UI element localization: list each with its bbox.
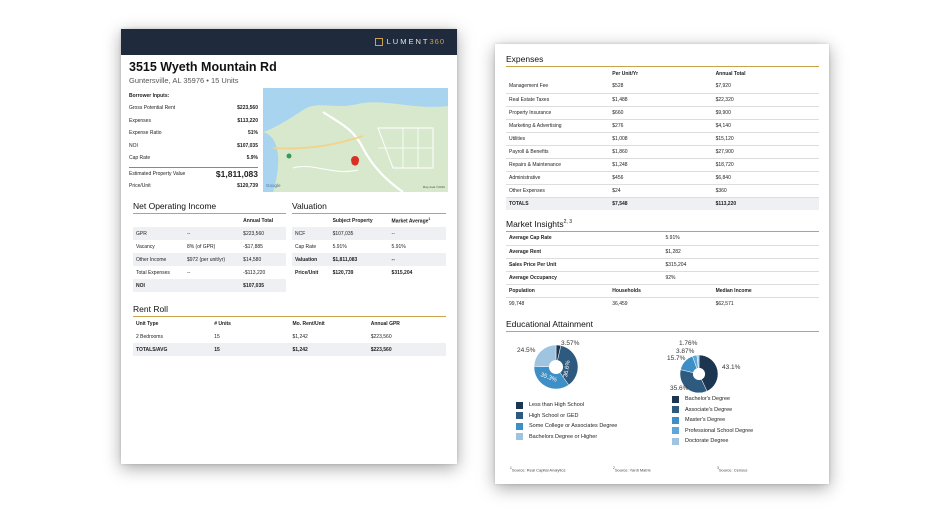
legend-item: Doctorate Degree: [672, 436, 753, 447]
pie-right-label-d: 3.87%: [676, 348, 695, 355]
noi-title: Net Operating Income: [133, 201, 286, 214]
property-address: 3515 Wyeth Mountain Rd: [129, 60, 277, 74]
pie-slice: [555, 345, 579, 386]
pie-slice: [533, 366, 570, 390]
education-pie-right-svg: [679, 354, 719, 394]
table-row: NCF $107,035 --: [292, 227, 446, 240]
map-attribution: Google: [266, 183, 281, 188]
table-row: Total Expenses -- -$113,220: [136, 269, 266, 276]
table-row: Real Estate Taxes $1,488 $22,320: [506, 93, 819, 107]
market-insights-title: Market Insights2, 3: [506, 219, 819, 232]
table-row: Cap Rate 5.91% 5.91%: [295, 243, 406, 250]
borrower-inputs: Borrower Inputs: Gross Potential Rent $22…: [129, 93, 258, 192]
pie-right-label-a: 43.1%: [722, 364, 741, 371]
educational-attainment-section: Educational Attainment: [506, 319, 819, 332]
table-row: Marketing & Advertising $276 $4,140: [506, 119, 819, 133]
pie-right-label-e: 1.76%: [679, 340, 698, 347]
market-insights-table: Average Cap Rate 5.91% Average Rent $1,282…: [506, 232, 819, 285]
footnote-2: 2Source: Yardi Matrix: [613, 466, 651, 473]
table-row: TOTALS/AVG 15 $1,242 $223,560: [133, 343, 446, 356]
noi-table: Annual Total GPR -- $223,560 Vacancy 8% (of…: [133, 214, 286, 292]
legend-item: High School or GED: [516, 411, 617, 422]
table-row: Management Fee $528 $7,920: [506, 80, 819, 94]
logo-mark-icon: [374, 37, 383, 46]
table-row: GPR -- $223,560: [133, 227, 286, 240]
table-row: Vacancy 8% (of GPR) -$17,885: [136, 243, 263, 250]
table-row: NOI $107,035: [133, 279, 286, 292]
lument-logo: LUMENT360: [374, 37, 445, 46]
net-operating-income-section: Net Operating Income Annual Total GPR -- $…: [133, 201, 286, 292]
table-row: TOTALS $7,548 $113,220: [506, 197, 819, 210]
table-row: Utilities $1,008 $15,120: [506, 132, 819, 146]
table-row: Average Cap Rate 5.91%: [506, 232, 819, 246]
legend-item: Some College or Associates Degree: [516, 421, 617, 432]
valuation-title: Valuation: [292, 201, 446, 214]
table-row: Payroll & Benefits $1,860 $27,900: [506, 145, 819, 159]
estimated-value-row: Estimated Property Value $1,811,083: [129, 166, 258, 181]
legend-item: Less than High School: [516, 400, 617, 411]
education-pie-left-svg: [533, 344, 579, 390]
input-row: Cap Rate 5.9%: [129, 155, 258, 162]
footnote-3: 3Source: Census: [717, 466, 748, 473]
input-row: Expenses $113,220: [129, 117, 258, 124]
legend-item: Professional School Degree: [672, 426, 753, 437]
valuation-table: Subject Property Market Average1 NCF $107,…: [292, 214, 446, 279]
rent-roll-table: Unit Type # Units Mo. Rent/Unit Annual GPR …: [133, 317, 446, 356]
map-graphic: [263, 88, 448, 192]
table-row: Other Expenses $24 $360: [506, 184, 819, 198]
price-unit-row: Price/Unit $120,739: [129, 183, 258, 189]
table-row: 99,748 36,459 $62,571: [509, 301, 734, 308]
legend-item: Associate's Degree: [672, 405, 753, 416]
report-page-1: LUMENT360 3515 Wyeth Mountain Rd Gunters…: [121, 29, 457, 464]
input-row: Expense Ratio 51%: [129, 130, 258, 137]
pie-right-label-b: 35.6%: [670, 385, 689, 392]
pie-left-label-a: 3.57%: [561, 340, 580, 347]
market-insights-section: Market Insights2, 3 Average Cap Rate 5.91…: [506, 219, 819, 311]
input-row: NOI $107,035: [129, 142, 258, 149]
header-bar: LUMENT360: [121, 29, 457, 55]
pie-slice: [698, 354, 719, 392]
education-legend-left: Less than High School High School or GED…: [516, 400, 617, 442]
logo-text: LUMENT: [386, 37, 430, 46]
rent-roll-title: Rent Roll: [133, 304, 446, 317]
input-row: Gross Potential Rent $223,560: [129, 105, 258, 112]
footnote-1: 1Source: Real Capital Analytics: [510, 466, 566, 473]
table-row: 2 Bedrooms 15 $1,242 $223,560: [136, 333, 392, 340]
demographics-table: Population Households Median Income 99,748…: [506, 284, 819, 311]
pie-slice: [533, 344, 557, 368]
pie-slice: [679, 369, 708, 394]
valuation-section: Valuation Subject Property Market Average…: [292, 201, 446, 279]
pie-left-label-d: 24.5%: [517, 347, 536, 354]
pie-right-label-c: 15.7%: [667, 355, 686, 362]
table-row: Valuation $1,811,083 --: [292, 253, 446, 266]
table-row: Average Rent $1,282: [506, 245, 819, 259]
donut-hole: [548, 359, 564, 375]
location-map[interactable]: Google Map data ©2020: [263, 88, 448, 192]
table-row: Repairs & Maintenance $1,248 $18,720: [506, 158, 819, 172]
table-row: Other Income $972 (per unit/yr) $14,580: [133, 253, 286, 266]
report-page-2: Expenses Per Unit/Yr Annual Total Managem…: [495, 44, 829, 484]
education-legend-right: Bachelor's Degree Associate's Degree Mas…: [672, 394, 753, 447]
rent-roll-section: Rent Roll Unit Type # Units Mo. Rent/Unit A…: [133, 304, 446, 356]
education-pie-right: [679, 354, 719, 394]
table-row: Sales Price Per Unit $315,204: [506, 258, 819, 272]
logo-number: 360: [429, 37, 445, 46]
educational-attainment-title: Educational Attainment: [506, 319, 819, 332]
table-row: Administrative $456 $6,840: [506, 171, 819, 185]
borrower-inputs-title: Borrower Inputs:: [129, 93, 170, 99]
legend-item: Master's Degree: [672, 415, 753, 426]
table-row: Price/Unit $120,739 $315,204: [295, 269, 413, 276]
donut-hole: [692, 367, 706, 381]
expenses-table: Per Unit/Yr Annual Total Management Fee $5…: [506, 67, 819, 210]
map-data-note: Map data ©2020: [422, 185, 445, 189]
table-row: Property Insurance $660 $9,900: [506, 106, 819, 120]
education-pie-left: [533, 344, 579, 390]
legend-item: Bachelors Degree or Higher: [516, 432, 617, 443]
table-row: Average Occupancy 92%: [506, 271, 819, 285]
property-subtitle: Guntersville, AL 35976 • 15 Units: [129, 76, 239, 85]
legend-item: Bachelor's Degree: [672, 394, 753, 405]
expenses-section: Expenses Per Unit/Yr Annual Total Managem…: [506, 54, 819, 210]
expenses-title: Expenses: [506, 54, 819, 67]
